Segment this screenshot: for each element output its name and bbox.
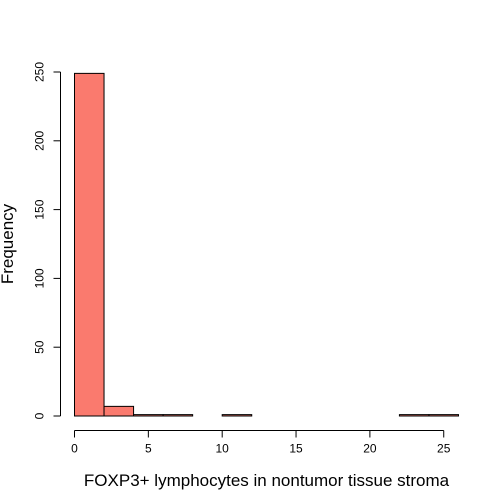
y-tick-label: 200 [33,130,47,150]
histogram-bar [103,405,135,417]
histogram-bar [74,72,105,417]
histogram-bar [221,414,253,417]
y-tick-label: 100 [33,268,47,288]
histogram-bar [133,414,164,417]
y-tick-label: 50 [33,340,47,354]
x-tick-label: 10 [216,442,230,456]
y-axis: 0 50 100 150 200 250 [33,62,61,419]
x-tick-label: 25 [437,442,451,456]
y-tick-label: 0 [33,412,47,419]
x-axis-title: FOXP3+ lymphocytes in nontumor tissue st… [84,471,450,490]
y-axis-title: Frequency [0,203,17,284]
x-axis: 0 5 10 15 20 25 [71,430,451,456]
x-tick-label: 0 [71,442,78,456]
bars-group [74,72,460,417]
y-tick-label: 150 [33,199,47,219]
histogram-bar [162,414,194,417]
x-tick-label: 5 [145,442,152,456]
x-tick-label: 15 [289,442,303,456]
y-tick-label: 250 [33,62,47,82]
histogram-bar [398,414,430,417]
histogram-bar [428,414,460,417]
x-tick-label: 20 [363,442,377,456]
